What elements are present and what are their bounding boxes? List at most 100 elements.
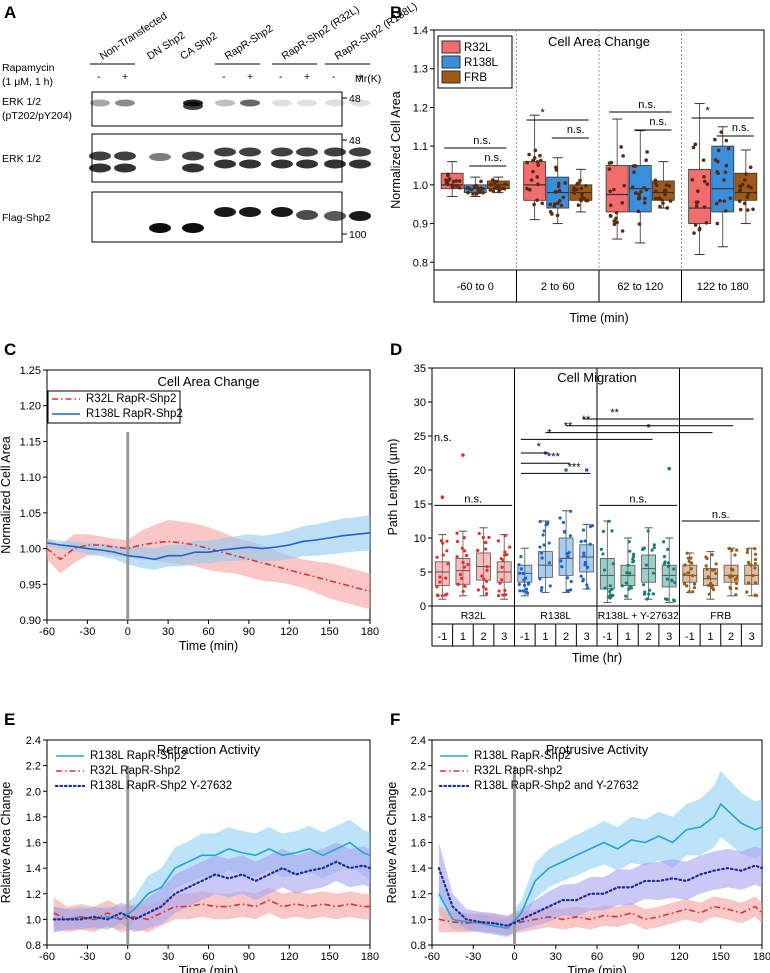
data-point [714,571,718,576]
data-point [539,551,544,555]
legend-label-frb: FRB [464,72,487,84]
data-point [435,585,439,589]
outlier-point [440,495,445,500]
y-tick-label: 1.2 [411,889,426,901]
blot-band [296,147,318,157]
legend-swatch [441,40,461,54]
data-point [545,521,550,525]
data-point [710,553,714,557]
significance-label: n.s. [464,493,482,505]
data-point [630,185,635,190]
x-tick-label: -60 [39,951,55,963]
data-point [579,198,584,203]
y-tick-label: 1.4 [26,863,41,875]
rapamycin-dose: (1 μM, 1 h) [2,76,53,88]
data-point [706,575,710,579]
x-axis-label: Time (min) [179,639,238,653]
hour-label: 1 [460,631,466,643]
data-point [693,223,698,227]
data-point [524,590,529,594]
data-point [462,536,466,540]
data-point [620,201,625,205]
data-point [672,599,676,603]
data-point [460,546,464,550]
data-point [731,574,735,578]
panel-label-b: B [390,3,402,22]
data-point [734,593,738,597]
blot-lane-sign: - [222,71,226,83]
data-point [438,575,442,579]
data-point [683,563,687,567]
data-point [705,567,709,571]
data-point [583,560,588,565]
data-point [485,592,489,596]
data-point [565,552,569,556]
hour-label: 3 [584,631,590,643]
blot-row-label: ERK 1/2 [2,153,41,165]
data-point [691,590,695,594]
y-tick-label: 2.4 [411,735,426,747]
blot-band [240,99,260,107]
data-point [503,593,508,597]
x-tick-label: -60 [424,951,440,963]
data-point [451,185,455,189]
data-point [459,576,464,580]
data-point [588,542,592,546]
data-point [461,560,465,565]
data-point [508,545,512,549]
data-point [547,541,551,545]
data-point [557,199,562,203]
y-tick-label: 0.8 [411,940,426,952]
series-line [53,899,370,921]
data-point [689,567,693,571]
data-point [653,181,658,185]
chart-title: Cell Area Change [548,34,650,49]
data-point [753,557,758,562]
data-point [610,529,614,533]
data-point [525,160,530,165]
y-tick-label: 2.2 [411,761,426,773]
legend-label: R32L RapR-Shp2 [90,765,180,777]
data-point [653,178,658,183]
data-point [624,581,628,585]
data-point [477,531,481,536]
data-point [553,202,557,206]
x-tick-label: 0 [125,626,131,638]
significance-label: n.s. [732,122,750,134]
data-point [754,594,759,598]
x-axis-label: Time (min) [179,964,238,973]
data-point [667,184,672,188]
data-point [558,516,562,520]
data-point [465,185,470,190]
data-point [691,145,696,150]
data-point [445,549,449,553]
data-point [738,207,743,212]
data-point [607,595,611,599]
legend: R138L RapR-Shp2 R32L RapR-Shp2 R138L RapR-… [54,750,232,792]
data-point [701,158,706,162]
data-point [603,586,607,590]
data-point [716,171,720,176]
data-point [601,552,605,556]
data-point [651,571,656,575]
data-point [687,559,691,563]
data-point [569,509,573,513]
data-point [585,586,590,590]
data-point [749,185,753,190]
data-point [500,565,504,569]
data-point [458,572,463,577]
data-point [579,186,584,191]
data-point [539,158,543,163]
data-point [580,192,584,196]
data-point [710,568,715,572]
data-point [731,568,735,572]
blot-band [296,210,318,220]
group-label: R32L [461,610,486,622]
data-point [560,565,564,569]
data-point [704,555,708,559]
data-point [631,560,635,564]
y-tick-label: 25 [414,431,426,443]
blot-band [182,223,204,233]
